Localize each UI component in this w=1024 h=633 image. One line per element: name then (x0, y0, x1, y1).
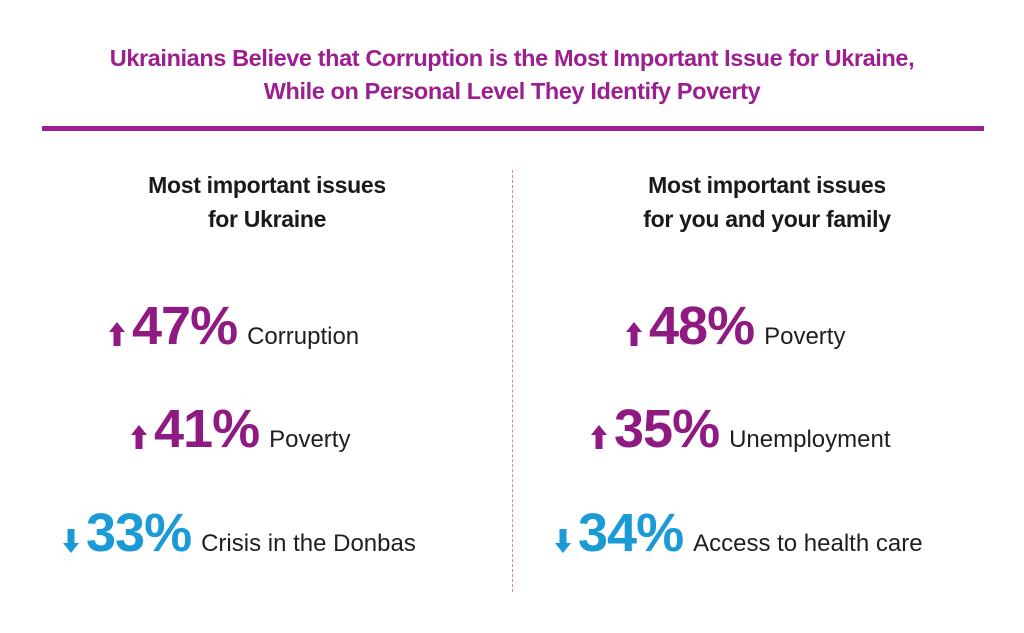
stat-label: Crisis in the Donbas (201, 530, 416, 557)
stat-percentage: 35% (614, 399, 720, 459)
stat-label: Corruption (247, 323, 360, 350)
arrow-up-icon (625, 321, 643, 347)
stat-label: Poverty (269, 426, 351, 453)
stat-label: Unemployment (729, 426, 891, 453)
left-column-title-line-1: Most important issues (148, 172, 386, 198)
right-column-title-line-1: Most important issues (648, 172, 886, 198)
stat-percentage: 47% (132, 296, 238, 356)
arrow-up-icon (130, 424, 148, 450)
right-column-title-line-2: for you and your family (643, 206, 891, 232)
arrow-down-icon (554, 528, 572, 554)
right-stat-item-3: 34% Access to health care (554, 500, 923, 560)
stat-percentage: 34% (578, 503, 684, 563)
right-column-title: Most important issues for you and your f… (587, 168, 947, 236)
arrow-up-icon (108, 321, 126, 347)
arrow-down-icon (62, 528, 80, 554)
column-divider (512, 170, 513, 592)
stat-label: Poverty (764, 323, 846, 350)
stat-percentage: 48% (649, 296, 755, 356)
right-stat-item-1: 48% Poverty (625, 293, 845, 353)
left-stat-item-3: 33% Crisis in the Donbas (62, 500, 416, 560)
main-title-line-2: While on Personal Level They Identify Po… (263, 78, 761, 104)
main-title: Ukrainians Believe that Corruption is th… (0, 42, 1024, 108)
left-column-title-line-2: for Ukraine (207, 206, 327, 232)
right-stat-item-2: 35% Unemployment (590, 396, 891, 456)
title-underline (42, 126, 984, 131)
stat-percentage: 33% (86, 503, 192, 563)
arrow-up-icon (590, 424, 608, 450)
stat-percentage: 41% (154, 399, 260, 459)
left-stat-item-1: 47% Corruption (108, 293, 359, 353)
main-title-line-1: Ukrainians Believe that Corruption is th… (109, 45, 915, 71)
left-column-title: Most important issues for Ukraine (87, 168, 447, 236)
stat-label: Access to health care (693, 530, 923, 557)
left-stat-item-2: 41% Poverty (130, 396, 350, 456)
